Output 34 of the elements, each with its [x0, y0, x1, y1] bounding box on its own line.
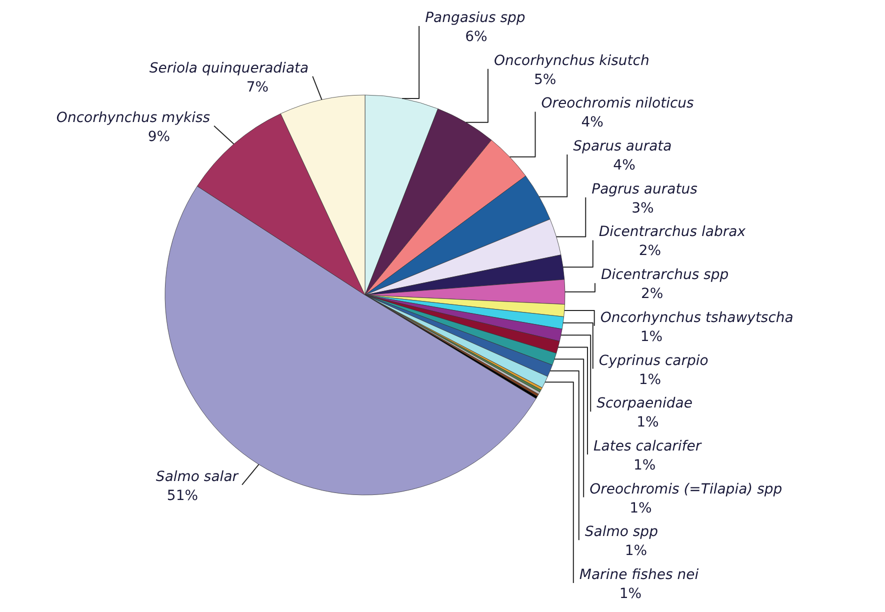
data-label: 2% — [640, 286, 664, 302]
slice-label: Oreochromis niloticus — [541, 96, 694, 112]
slice-label: Marine fishes nei — [579, 567, 699, 583]
data-label: 51% — [166, 488, 198, 504]
data-label: 1% — [619, 586, 642, 602]
slice-label: Lates calcarifer — [593, 438, 702, 454]
data-label: 9% — [148, 128, 170, 145]
data-label: 1% — [624, 543, 648, 560]
slice-label: Pagrus auratus — [592, 181, 698, 198]
slice-label: Sparus aurata — [573, 138, 672, 155]
data-label: 3% — [632, 200, 654, 216]
data-label: 4% — [613, 158, 636, 174]
slice-label: Scorpaenidae — [596, 396, 692, 412]
slice-label: Dicentrarchus labrax — [598, 224, 746, 240]
slice-label: Cyprinus carpio — [598, 352, 708, 369]
data-label: 1% — [633, 457, 656, 474]
data-label: 4% — [581, 114, 604, 131]
data-label: 1% — [638, 372, 662, 388]
data-label: 1% — [636, 414, 659, 431]
data-label: 1% — [630, 500, 652, 516]
data-label: 2% — [638, 243, 662, 260]
slice-label: Pangasius spp — [425, 10, 526, 26]
slice-label: Oreochromis (=Tilapia) spp — [590, 481, 782, 498]
data-label: 7% — [246, 79, 269, 96]
slice-label: Oncorhynchus kisutch — [494, 52, 650, 69]
slice-label: Oncorhynchus tshawytscha — [600, 310, 794, 326]
slice-label: Salmo spp — [584, 524, 658, 540]
slice-label: Dicentrarchus spp — [600, 267, 729, 284]
data-label: 5% — [534, 72, 556, 88]
slice-label: Oncorhynchus mykiss — [56, 110, 210, 126]
slice-label: Salmo salar — [156, 468, 240, 485]
data-label: 6% — [465, 29, 488, 45]
data-label: 1% — [640, 328, 663, 345]
slice-label: Seriola quinqueradiata — [149, 60, 309, 76]
